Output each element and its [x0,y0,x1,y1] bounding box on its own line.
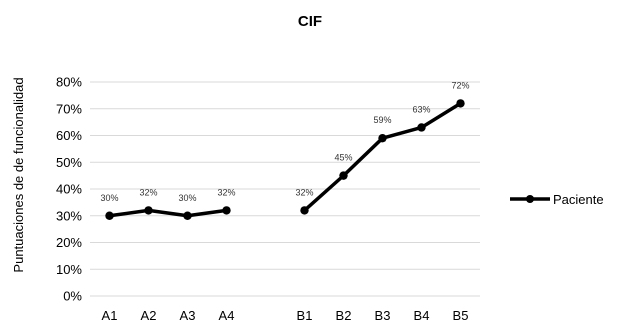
x-tick-label: A2 [141,308,157,323]
x-tick-label: B3 [375,308,391,323]
data-point [183,211,192,220]
grid-lines [90,81,480,297]
y-tick-label: 30% [56,208,82,223]
legend-marker-icon [526,195,534,203]
y-tick-label: 20% [56,235,82,250]
y-axis-label: Puntuaciones de de funcionalidad [11,77,26,272]
x-tick-label: B5 [453,308,469,323]
x-tick-label: B2 [336,308,352,323]
y-tick-label: 40% [56,182,82,197]
x-tick-label: A1 [102,308,118,323]
x-tick-label: A4 [219,308,235,323]
data-point [417,123,426,132]
legend-label: Paciente [553,192,604,207]
data-point [105,211,114,220]
x-tick-label: A3 [180,308,196,323]
legend: Paciente [510,192,604,207]
data-label: 32% [139,187,157,197]
y-tick-label: 0% [63,289,82,304]
data-label: 59% [373,115,391,125]
data-point [222,206,231,215]
data-label: 72% [451,80,469,90]
y-tick-labels: 0% 10% 20% 30% 40% 50% 60% 70% 80% [56,75,82,304]
y-tick-label: 50% [56,155,82,170]
y-tick-label: 10% [56,262,82,277]
data-label: 32% [295,187,313,197]
data-label: 32% [217,187,235,197]
data-point [339,171,348,180]
data-label: 63% [412,104,430,114]
chart-title: CIF [298,13,322,30]
data-labels: 30% 32% 30% 32% 32% 45% 59% 63% 72% [100,80,469,202]
y-tick-label: 60% [56,128,82,143]
data-label: 30% [100,193,118,203]
x-tick-label: B4 [414,308,430,323]
x-tick-label: B1 [297,308,313,323]
y-tick-label: 80% [56,75,82,90]
series-points [105,99,465,220]
data-label: 30% [178,193,196,203]
series-lines [109,101,462,218]
y-tick-label: 70% [56,101,82,116]
x-tick-labels: A1 A2 A3 A4 B1 B2 B3 B4 B5 [102,308,469,323]
data-point [300,206,309,215]
data-point [144,206,153,215]
series-line [109,208,227,218]
data-point [378,133,387,143]
data-point [456,99,465,108]
data-label: 45% [334,153,352,163]
